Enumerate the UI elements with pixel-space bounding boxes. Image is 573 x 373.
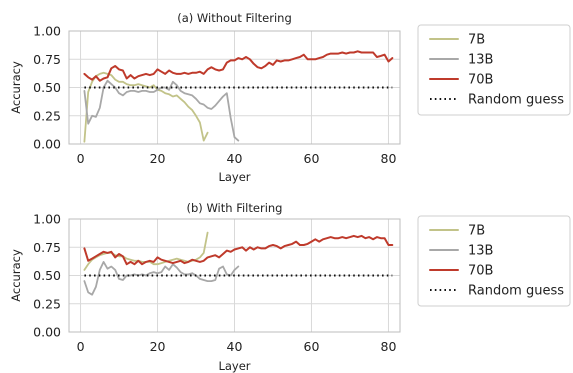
chart-title: (b) With Filtering	[187, 201, 283, 215]
chart-panel-2: 0 20 40 60 80 0.00 0.25 0.50 0.75 1.00 (b) With Fi…	[9, 201, 571, 373]
x-tick-label: 0	[77, 339, 85, 354]
plot-frame	[68, 30, 401, 145]
series-line-7b	[83, 71, 209, 143]
legend-label: 7B	[468, 33, 485, 48]
legend-label: Random guess	[468, 284, 564, 299]
plot-frame	[68, 218, 401, 333]
chart-panel-1: 0 20 40 60 80 0.00 0.25 0.50 0.75 1.00 (a) Without…	[9, 11, 571, 184]
x-axis-label: Layer	[218, 170, 250, 184]
legend-frame	[417, 24, 571, 116]
x-tick-label: 20	[150, 339, 166, 354]
y-axis-label: Accuracy	[9, 61, 23, 114]
series-line-70b	[83, 234, 394, 266]
y-axis-label: Accuracy	[9, 249, 23, 302]
chart-title: (a) Without Filtering	[177, 11, 292, 25]
x-tick-label: 80	[381, 339, 397, 354]
legend-label: 70B	[468, 264, 493, 279]
x-axis-label: Layer	[218, 359, 250, 373]
x-tick-label: 40	[227, 339, 243, 354]
y-tick-label: 0.25	[33, 108, 61, 123]
x-tick-label: 0	[77, 151, 85, 166]
x-tick-label: 40	[227, 151, 243, 166]
legend-label: Random guess	[468, 93, 564, 108]
x-tick-label: 80	[381, 151, 397, 166]
series-line-13b	[83, 79, 240, 142]
legend-label: 7B	[468, 224, 485, 239]
y-tick-label: 0.75	[33, 52, 61, 67]
series-line-70b	[83, 50, 394, 82]
y-tick-label: 0.00	[33, 137, 61, 152]
legend-label: 13B	[468, 53, 493, 68]
y-tick-label: 1.00	[33, 212, 61, 227]
legend: 7B 13B 70B Random guess	[417, 24, 571, 116]
y-tick-label: 0.25	[33, 296, 61, 311]
legend-label: 70B	[468, 73, 493, 88]
y-tick-label: 0.50	[33, 268, 61, 283]
series-line-13b	[83, 260, 240, 296]
x-tick-label: 60	[304, 151, 320, 166]
y-tick-label: 1.00	[33, 24, 61, 39]
y-tick-label: 0.50	[33, 80, 61, 95]
y-tick-label: 0.75	[33, 240, 61, 255]
legend-label: 13B	[468, 244, 493, 259]
legend-frame	[417, 215, 571, 307]
x-tick-label: 20	[150, 151, 166, 166]
y-tick-label: 0.00	[33, 325, 61, 340]
legend: 7B 13B 70B Random guess	[417, 215, 571, 307]
x-tick-label: 60	[304, 339, 320, 354]
